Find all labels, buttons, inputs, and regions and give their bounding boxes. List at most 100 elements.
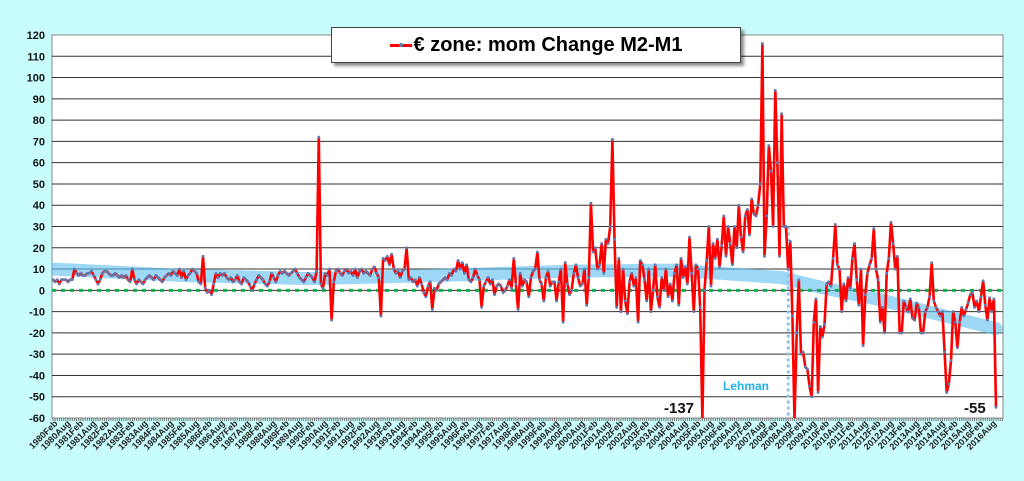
data-point [120, 274, 123, 277]
data-point [366, 271, 370, 275]
data-point [818, 325, 822, 328]
data-point [769, 169, 773, 173]
data-point [214, 271, 218, 275]
data-point [225, 276, 228, 279]
y-tick-label: 40 [33, 200, 45, 212]
data-point [799, 352, 803, 356]
data-point [580, 282, 584, 286]
data-point [767, 144, 771, 148]
data-point [439, 280, 443, 284]
data-point [583, 267, 586, 271]
data-point [285, 271, 289, 275]
data-point [956, 346, 959, 350]
data-point [889, 220, 893, 224]
data-point [420, 282, 424, 286]
data-point [497, 282, 501, 286]
data-point [403, 267, 406, 271]
data-point [96, 282, 100, 286]
data-point [141, 282, 145, 286]
y-tick-label: 30 [33, 222, 45, 234]
data-point [771, 225, 775, 228]
data-point [941, 310, 944, 314]
data-point [904, 305, 908, 309]
data-point [589, 201, 593, 205]
data-point [379, 314, 383, 318]
data-point [445, 278, 449, 282]
data-point [499, 284, 503, 288]
data-point [557, 280, 561, 284]
data-point [409, 276, 413, 279]
data-point [291, 269, 295, 273]
data-point [634, 276, 638, 279]
data-point [739, 235, 743, 239]
data-point [205, 291, 209, 294]
data-point [188, 271, 192, 275]
data-point [85, 271, 89, 275]
data-point [621, 267, 625, 271]
data-point [520, 284, 524, 288]
data-point [105, 269, 108, 273]
data-point [906, 310, 910, 314]
data-point [938, 314, 942, 318]
data-point [145, 276, 149, 279]
data-point [295, 271, 299, 275]
data-point [600, 242, 604, 245]
data-point [709, 284, 713, 288]
y-tick-label: 100 [27, 73, 45, 85]
data-point [990, 310, 994, 314]
data-point [514, 282, 518, 286]
data-point [900, 331, 904, 335]
data-point [994, 405, 998, 409]
data-point [715, 237, 719, 241]
data-point [488, 282, 492, 286]
data-point [424, 295, 428, 299]
data-point [250, 288, 254, 292]
data-point [103, 269, 106, 273]
x-axis-ticks [52, 418, 1003, 421]
data-point [313, 280, 316, 284]
data-point [570, 288, 574, 292]
data-point [685, 282, 689, 286]
data-point [844, 299, 848, 303]
data-point [722, 214, 726, 218]
data-point [966, 301, 970, 305]
data-point [625, 312, 629, 316]
data-point [77, 274, 81, 277]
data-point [782, 225, 786, 228]
data-point [229, 276, 233, 279]
data-point [531, 269, 535, 273]
data-point [501, 291, 505, 294]
data-point [319, 282, 323, 286]
data-point [340, 274, 344, 277]
data-point [853, 242, 856, 245]
data-point [760, 42, 764, 45]
data-point [568, 293, 571, 296]
data-point [643, 278, 646, 282]
data-point [527, 295, 531, 299]
y-tick-label: -10 [29, 307, 45, 319]
data-point [881, 305, 884, 309]
data-point [540, 282, 544, 286]
data-point [338, 271, 342, 275]
data-point [814, 297, 818, 301]
y-axis-labels: 1201101009080706050403020100-10-20-30-40… [27, 30, 45, 425]
data-point [465, 263, 469, 267]
y-tick-label: 70 [33, 136, 45, 148]
data-point [193, 269, 196, 273]
data-point [64, 278, 68, 282]
data-point [795, 331, 799, 335]
data-point [533, 267, 537, 271]
data-point [585, 303, 589, 307]
data-point [143, 278, 147, 282]
data-point [645, 299, 649, 303]
data-point [203, 286, 207, 290]
data-point [156, 276, 160, 279]
y-tick-label: 10 [33, 264, 45, 276]
y-tick-label: 50 [33, 179, 45, 191]
data-point [263, 282, 267, 286]
data-point [81, 274, 85, 277]
data-point [240, 282, 244, 286]
data-point [833, 222, 837, 226]
data-point [413, 278, 417, 282]
data-point [958, 320, 961, 324]
